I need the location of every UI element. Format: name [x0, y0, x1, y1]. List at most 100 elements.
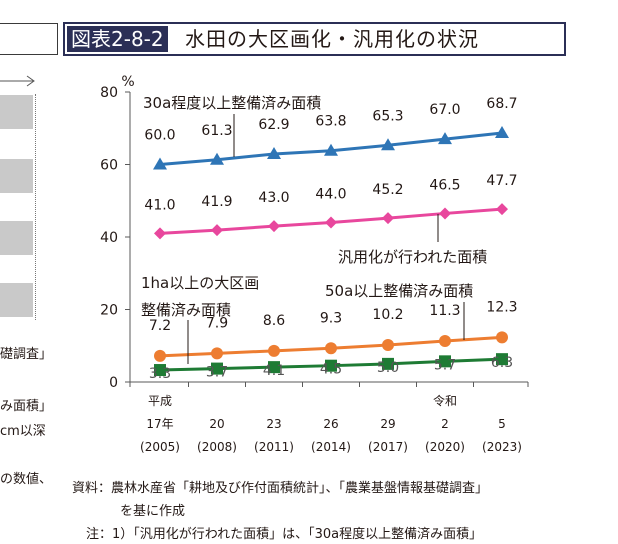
data-point-diamond — [154, 227, 166, 240]
source-line: を基に作成 — [120, 504, 186, 519]
left-gray-block — [0, 95, 33, 129]
figure-title: 水田の大区画化・汎用化の状況 — [185, 27, 479, 51]
data-label: 11.3 — [429, 303, 460, 319]
x-tick-year-label: (2008) — [197, 440, 237, 454]
arrow-right-icon — [0, 75, 35, 87]
data-label: 9.3 — [320, 310, 342, 326]
data-label: 62.9 — [258, 117, 289, 133]
data-label: 8.6 — [263, 313, 285, 329]
series-label: 50a以上整備済み面積 — [325, 282, 473, 300]
x-tick-label: 26 — [323, 417, 338, 431]
data-label: 61.3 — [201, 123, 232, 139]
series-label: 汎用化が行われた面積 — [338, 248, 487, 266]
y-tick-label: 0 — [109, 375, 118, 391]
note-line: 注：1）「汎用化が行われた面積」は、「30a程度以上整備済み面積」 — [86, 527, 483, 542]
x-tick-year-label: (2014) — [311, 440, 351, 454]
data-label: 7.2 — [149, 318, 171, 334]
data-point-diamond — [268, 220, 280, 233]
x-tick-year-label: (2011) — [254, 440, 294, 454]
left-gray-block — [0, 159, 33, 193]
data-point-triangle — [381, 138, 395, 151]
left-text-fragment: 礎調査」 — [0, 347, 53, 362]
data-point-circle — [154, 349, 166, 362]
data-point-diamond — [382, 212, 394, 225]
data-label: 45.2 — [372, 182, 403, 198]
left-text-fragment: み面積」 — [0, 399, 53, 414]
x-tick-label: 20 — [209, 417, 224, 431]
y-tick-label: 60 — [100, 158, 118, 174]
data-label: 3.3 — [149, 366, 171, 382]
y-axis-unit: % — [121, 74, 134, 90]
figure-number-label: 図表2-8-2 — [67, 26, 168, 52]
data-point-square — [154, 364, 166, 377]
y-tick-label: 20 — [100, 303, 118, 319]
data-point-triangle — [495, 125, 509, 138]
figure-title-box: 図表2-8-2 水田の大区画化・汎用化の状況 — [63, 22, 566, 56]
data-label: 43.0 — [258, 190, 289, 206]
data-point-circle — [439, 335, 451, 348]
data-label: 67.0 — [429, 102, 460, 118]
x-tick-label: 2 — [441, 417, 449, 431]
x-tick-year-label: (2023) — [482, 440, 522, 454]
data-point-triangle — [324, 143, 338, 156]
data-label: 46.5 — [429, 177, 460, 193]
data-point-circle — [496, 331, 508, 344]
data-label: 10.2 — [372, 307, 403, 323]
source-line: 資料：農林水産省「耕地及び作付面積統計」、「農業基盤情報基礎調査」 — [72, 481, 489, 496]
data-point-square — [268, 361, 280, 374]
x-tick-label: 29 — [380, 417, 395, 431]
data-label: 47.7 — [486, 173, 517, 189]
data-label: 5.7 — [434, 357, 456, 373]
data-point-square — [382, 357, 394, 370]
data-point-triangle — [267, 146, 281, 159]
data-point-triangle — [438, 132, 452, 145]
data-point-circle — [268, 344, 280, 357]
data-label: 12.3 — [486, 299, 517, 315]
series-label: 1ha以上の大区画 — [141, 274, 259, 292]
data-point-diamond — [325, 216, 337, 229]
data-point-circle — [382, 339, 394, 352]
data-label: 41.0 — [144, 197, 175, 213]
data-label: 6.3 — [491, 355, 513, 371]
data-label: 65.3 — [372, 108, 403, 124]
x-tick-label: 23 — [266, 417, 281, 431]
series-label: 30a程度以上整備済み面積 — [143, 94, 321, 112]
data-point-triangle — [153, 157, 167, 170]
x-tick-year-label: (2020) — [425, 440, 465, 454]
left-dotted-line — [35, 94, 36, 320]
x-tick-year-label: (2017) — [368, 440, 408, 454]
left-text-fragment: cm以深 — [0, 424, 46, 439]
data-point-square — [211, 362, 223, 375]
data-point-square — [439, 355, 451, 368]
data-label: 41.9 — [201, 194, 232, 210]
data-point-circle — [325, 342, 337, 355]
data-label: 68.7 — [486, 96, 517, 112]
x-tick-era-label: 平成 — [148, 394, 172, 408]
data-point-diamond — [496, 203, 508, 216]
x-tick-label: 17年 — [146, 417, 173, 431]
left-gray-block — [0, 283, 33, 317]
data-label: 63.8 — [315, 114, 346, 130]
y-tick-label: 40 — [100, 230, 118, 246]
left-gray-block — [0, 221, 33, 255]
data-point-triangle — [210, 152, 224, 165]
data-label: 7.9 — [206, 315, 228, 331]
data-point-square — [325, 359, 337, 372]
series-label: 整備済み面積 — [141, 301, 231, 319]
data-label: 44.0 — [315, 187, 346, 203]
left-panel-header-box — [0, 23, 58, 55]
data-label: 5.0 — [377, 360, 399, 376]
x-tick-year-label: (2005) — [140, 440, 180, 454]
data-point-diamond — [211, 224, 223, 237]
data-label: 4.5 — [320, 362, 342, 378]
x-tick-era-label: 令和 — [433, 393, 457, 408]
data-label: 4.1 — [263, 363, 285, 379]
left-clipped-panel: 礎調査」 み面積」 cm以深 の数値、 — [0, 0, 60, 541]
data-label: 3.7 — [206, 365, 228, 381]
data-point-diamond — [439, 207, 451, 220]
data-point-circle — [211, 347, 223, 360]
left-text-fragment: の数値、 — [0, 472, 53, 487]
data-point-square — [496, 353, 508, 366]
y-tick-label: 80 — [100, 85, 118, 101]
